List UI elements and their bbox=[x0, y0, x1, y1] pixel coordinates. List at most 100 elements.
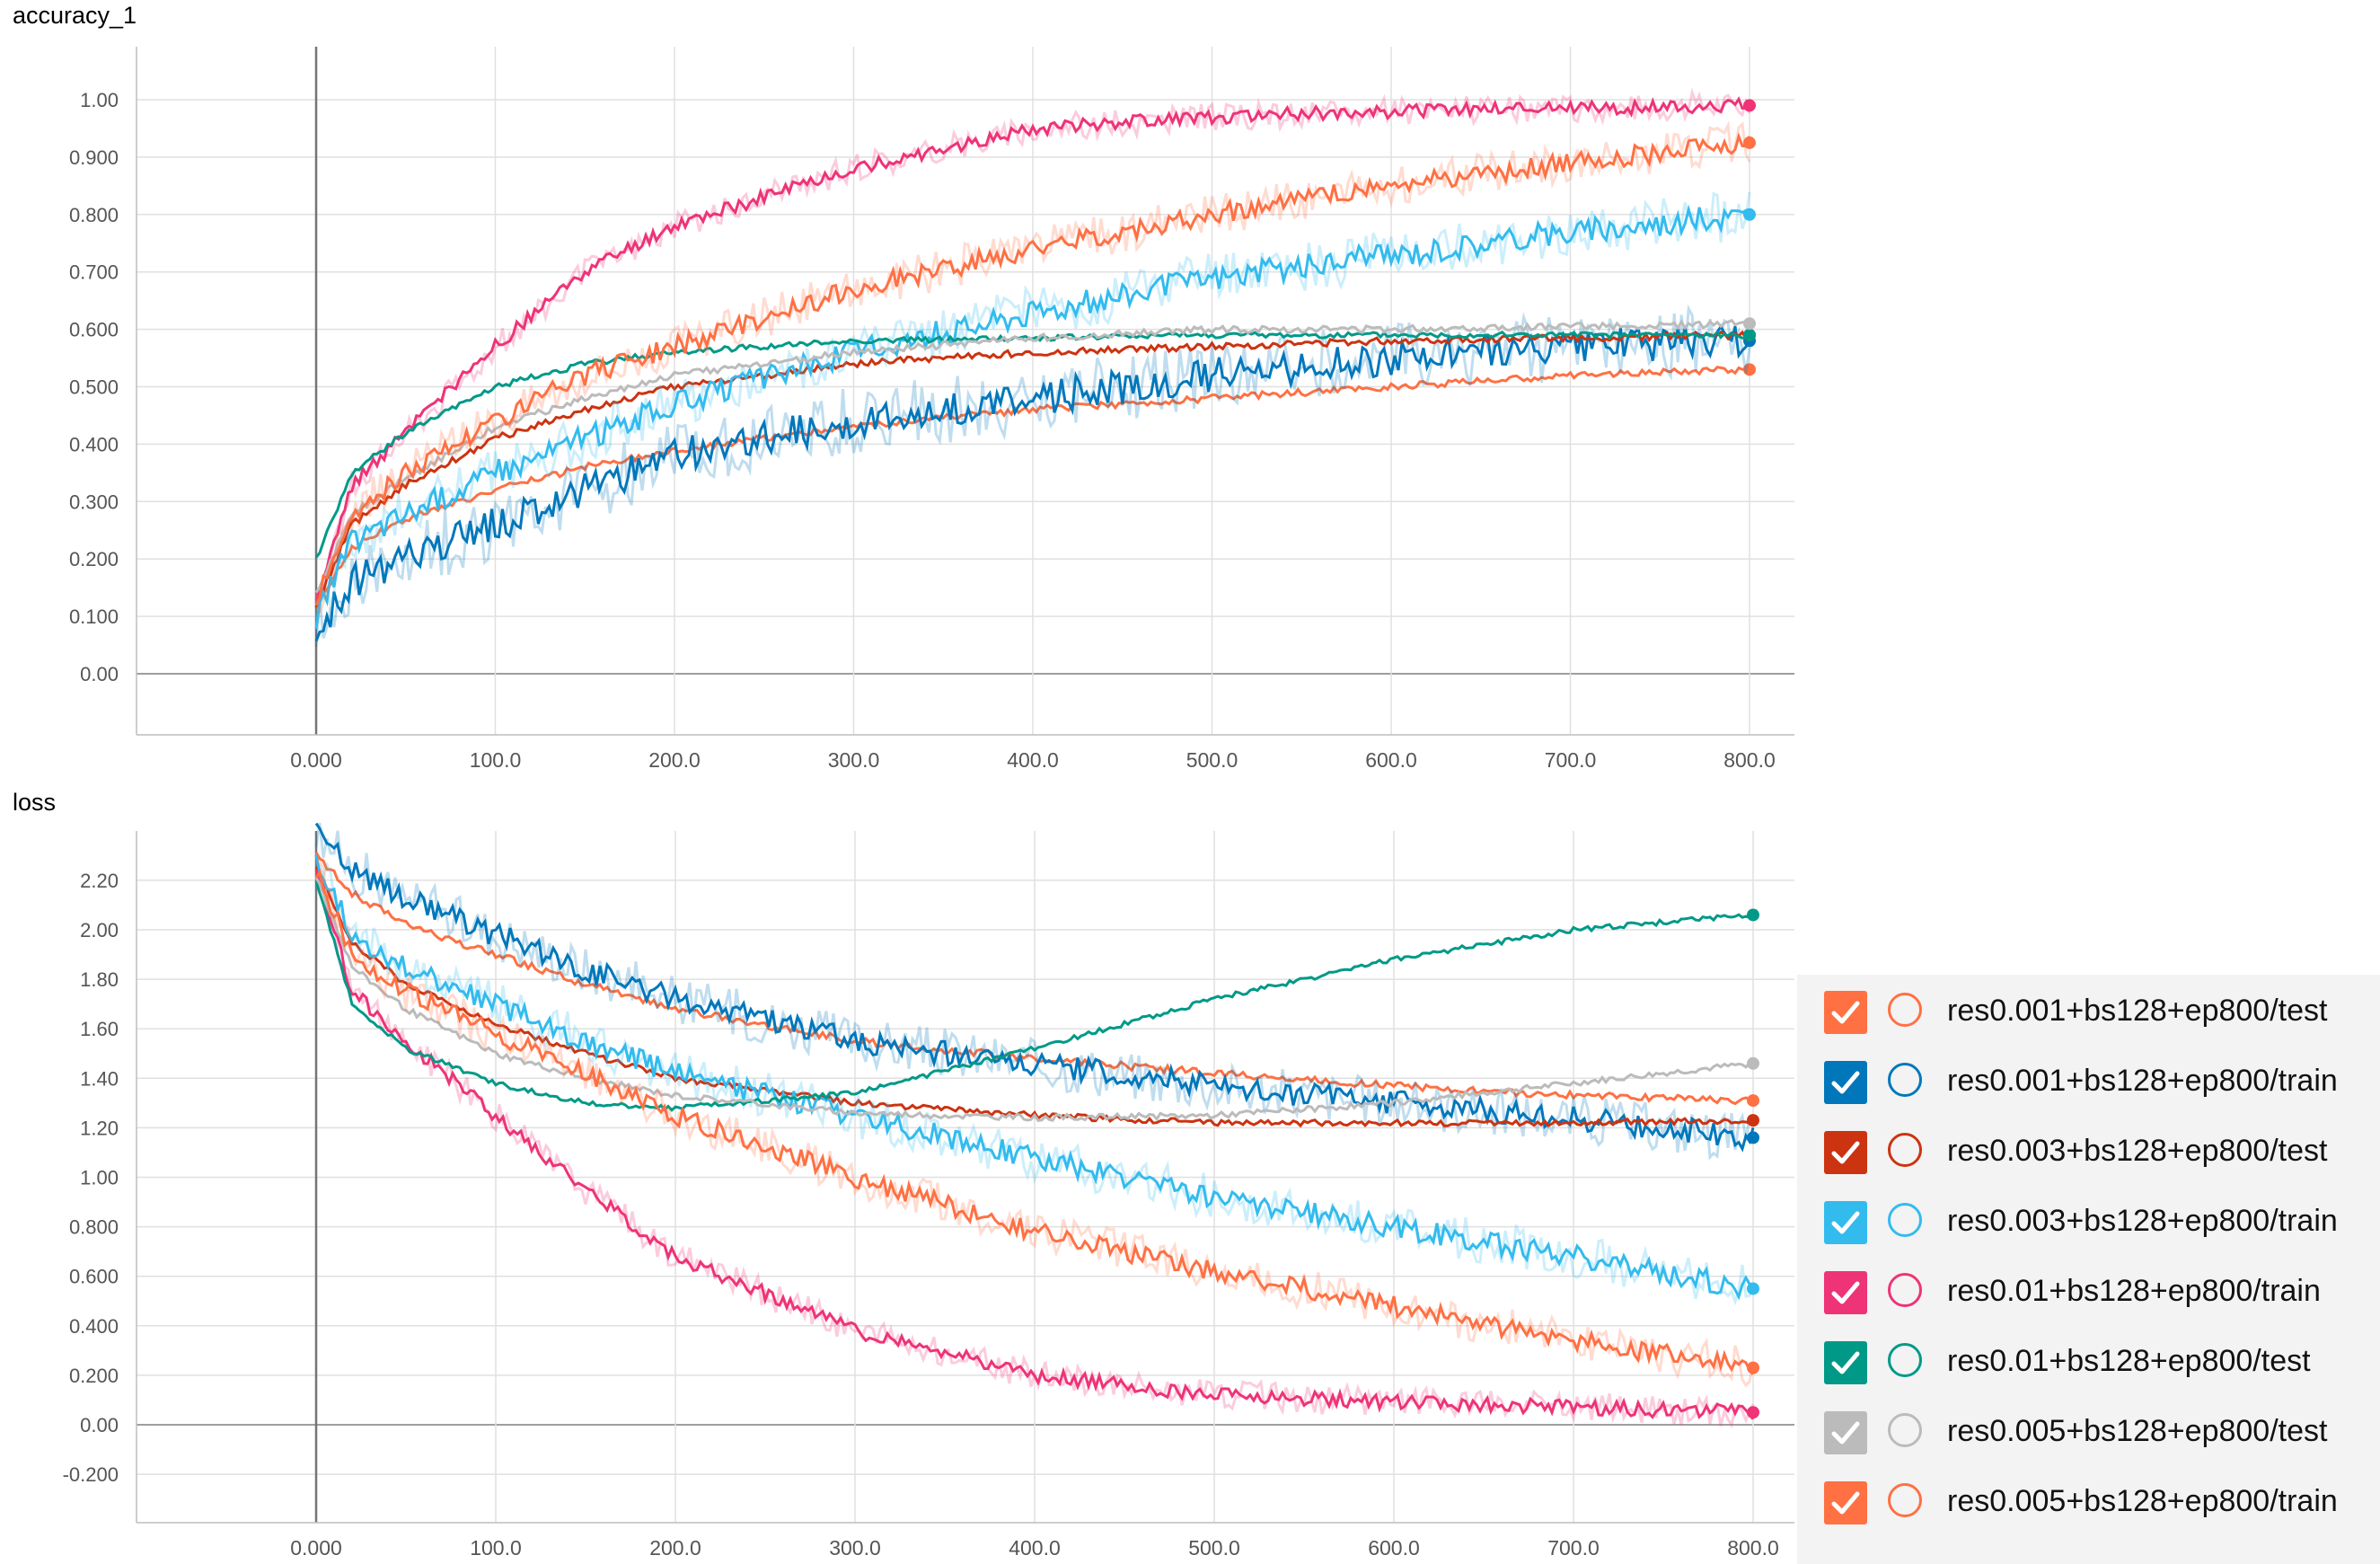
x-tick-label: 400.0 bbox=[1009, 1536, 1061, 1560]
series-5 bbox=[314, 328, 1756, 559]
checkmark-icon bbox=[1831, 1071, 1860, 1094]
legend-checkbox[interactable] bbox=[1824, 991, 1867, 1034]
series-line bbox=[314, 877, 1754, 1123]
y-tick-label: 0.600 bbox=[69, 1266, 119, 1288]
legend-checkbox[interactable] bbox=[1824, 1061, 1867, 1104]
series-7 bbox=[314, 120, 1756, 614]
x-tick-label: 200.0 bbox=[648, 748, 701, 772]
legend-item-7[interactable]: res0.005+bs128+ep800/train bbox=[1797, 1466, 2380, 1536]
series-5 bbox=[314, 880, 1759, 1112]
series-legend: res0.001+bs128+ep800/test res0.001+bs128… bbox=[1797, 975, 2380, 1564]
x-tick-label: 400.0 bbox=[1007, 748, 1059, 772]
y-tick-label: 0.500 bbox=[69, 376, 119, 399]
checkmark-icon bbox=[1831, 1211, 1860, 1234]
y-tick-label: 2.20 bbox=[80, 870, 119, 892]
series-end-point bbox=[1743, 99, 1756, 112]
series-line bbox=[314, 854, 1754, 1301]
y-tick-label: 0.100 bbox=[69, 605, 119, 628]
y-tick-label: -0.200 bbox=[63, 1463, 119, 1486]
legend-item-0[interactable]: res0.001+bs128+ep800/test bbox=[1797, 976, 2380, 1046]
legend-item-1[interactable]: res0.001+bs128+ep800/train bbox=[1797, 1046, 2380, 1116]
color-ring-icon[interactable] bbox=[1888, 1133, 1922, 1167]
legend-checkbox[interactable] bbox=[1824, 1411, 1867, 1454]
series-raw-line bbox=[314, 191, 1751, 619]
y-tick-label: 0.700 bbox=[69, 261, 119, 284]
legend-checkbox[interactable] bbox=[1824, 1201, 1867, 1244]
legend-label: res0.001+bs128+ep800/test bbox=[1947, 994, 2328, 1028]
y-tick-label: 0.600 bbox=[69, 319, 119, 341]
x-tick-label: 500.0 bbox=[1186, 748, 1238, 772]
checkmark-icon bbox=[1831, 1491, 1860, 1515]
series-line bbox=[314, 822, 1755, 1153]
y-tick-label: 1.00 bbox=[80, 1167, 119, 1189]
series-end-point bbox=[1743, 208, 1756, 221]
chart-title: accuracy_1 bbox=[13, 2, 137, 29]
series-end-point bbox=[1747, 1056, 1759, 1070]
legend-item-2[interactable]: res0.003+bs128+ep800/test bbox=[1797, 1116, 2380, 1186]
x-tick-label: 800.0 bbox=[1727, 1536, 1779, 1560]
x-tick-label: 0.000 bbox=[290, 1536, 342, 1560]
y-tick-label: 1.00 bbox=[80, 89, 119, 111]
legend-item-4[interactable]: res0.01+bs128+ep800/train bbox=[1797, 1256, 2380, 1326]
color-ring-icon[interactable] bbox=[1888, 1063, 1922, 1097]
series-3 bbox=[314, 191, 1756, 630]
x-tick-label: 300.0 bbox=[829, 1536, 881, 1560]
legend-label: res0.01+bs128+ep800/test bbox=[1947, 1344, 2311, 1378]
chart-title: loss bbox=[13, 789, 56, 816]
series-line bbox=[314, 868, 1755, 1375]
series-line bbox=[314, 323, 1751, 642]
y-tick-label: 2.00 bbox=[80, 919, 119, 941]
y-tick-label: 0.200 bbox=[69, 548, 119, 570]
color-ring-icon[interactable] bbox=[1888, 1343, 1922, 1377]
series-4 bbox=[314, 87, 1756, 605]
y-tick-label: 0.900 bbox=[69, 146, 119, 169]
series-line bbox=[314, 204, 1751, 630]
color-ring-icon[interactable] bbox=[1888, 1413, 1922, 1447]
y-tick-label: 0.300 bbox=[69, 490, 119, 513]
series-raw-line bbox=[314, 87, 1751, 605]
x-tick-label: 100.0 bbox=[470, 748, 522, 772]
color-ring-icon[interactable] bbox=[1888, 1483, 1922, 1517]
y-tick-label: 1.60 bbox=[80, 1018, 119, 1040]
series-6 bbox=[314, 317, 1756, 594]
series-6 bbox=[314, 877, 1759, 1123]
legend-checkbox[interactable] bbox=[1824, 1271, 1867, 1314]
x-tick-label: 0.000 bbox=[290, 748, 342, 772]
series-end-point bbox=[1747, 1282, 1759, 1295]
y-tick-label: 0.800 bbox=[69, 1216, 119, 1239]
x-tick-label: 600.0 bbox=[1368, 1536, 1420, 1560]
legend-checkbox[interactable] bbox=[1824, 1341, 1867, 1384]
legend-label: res0.01+bs128+ep800/train bbox=[1947, 1274, 2321, 1308]
y-tick-label: 0.400 bbox=[69, 433, 119, 455]
series-line bbox=[314, 866, 1754, 1128]
y-tick-label: 0.200 bbox=[69, 1365, 119, 1387]
color-ring-icon[interactable] bbox=[1888, 1203, 1922, 1237]
series-raw-line bbox=[314, 822, 1754, 1161]
series-3 bbox=[314, 854, 1759, 1306]
color-ring-icon[interactable] bbox=[1888, 993, 1922, 1027]
legend-checkbox[interactable] bbox=[1824, 1481, 1867, 1524]
x-tick-label: 800.0 bbox=[1723, 748, 1776, 772]
y-tick-label: 1.20 bbox=[80, 1117, 119, 1139]
legend-checkbox[interactable] bbox=[1824, 1131, 1867, 1174]
legend-item-6[interactable]: res0.005+bs128+ep800/test bbox=[1797, 1396, 2380, 1466]
series-line bbox=[314, 366, 1751, 606]
legend-label: res0.003+bs128+ep800/test bbox=[1947, 1134, 2328, 1168]
y-tick-label: 0.800 bbox=[69, 204, 119, 226]
color-ring-icon[interactable] bbox=[1888, 1273, 1922, 1307]
checkmark-icon bbox=[1831, 1001, 1860, 1024]
series-end-point bbox=[1747, 908, 1759, 922]
series-line bbox=[314, 132, 1751, 606]
checkmark-icon bbox=[1831, 1421, 1860, 1445]
checkmark-icon bbox=[1831, 1141, 1860, 1164]
x-tick-label: 700.0 bbox=[1547, 1536, 1600, 1560]
series-2 bbox=[314, 866, 1759, 1128]
series-0 bbox=[314, 363, 1756, 606]
legend-item-5[interactable]: res0.01+bs128+ep800/test bbox=[1797, 1326, 2380, 1396]
series-end-point bbox=[1747, 1406, 1759, 1419]
legend-label: res0.003+bs128+ep800/train bbox=[1947, 1204, 2338, 1238]
series-line bbox=[314, 869, 1755, 1420]
y-tick-label: 0.00 bbox=[80, 1414, 119, 1436]
legend-item-3[interactable]: res0.003+bs128+ep800/train bbox=[1797, 1186, 2380, 1256]
